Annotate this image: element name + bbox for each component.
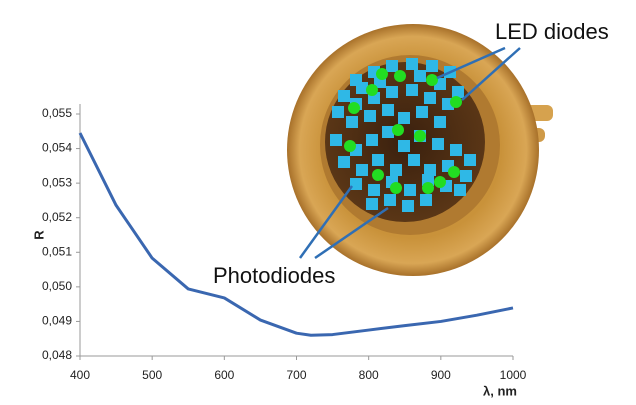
led-diode: [394, 70, 406, 82]
photodiode: [398, 112, 410, 124]
annotation: LED diodes: [495, 19, 609, 44]
photodiode: [384, 194, 396, 206]
photodiode: [424, 92, 436, 104]
photodiode: [406, 84, 418, 96]
photodiode: [338, 90, 350, 102]
photodiode: [368, 184, 380, 196]
photodiode: [386, 86, 398, 98]
photodiode: [366, 198, 378, 210]
x-tick-label: 700: [286, 368, 306, 382]
annotation: Photodiodes: [213, 263, 335, 288]
led-diode: [344, 140, 356, 152]
x-tick-label: 400: [70, 368, 90, 382]
x-axis-label: λ, nm: [483, 383, 517, 398]
photodiode: [356, 82, 368, 94]
photodiode: [372, 154, 384, 166]
y-tick-label: 0,048: [42, 348, 72, 362]
led-diode: [392, 124, 404, 136]
y-tick-label: 0,053: [42, 175, 72, 189]
chart: 0,048 0,049 0,050 0,051 0,052 0,053 0,054 0,055…: [0, 0, 636, 405]
sensor-photo: [287, 24, 553, 276]
y-tick-label: 0,051: [42, 244, 72, 258]
photodiode: [346, 116, 358, 128]
y-axis-label: R: [31, 230, 46, 240]
photodiode: [432, 138, 444, 150]
photodiode: [402, 200, 414, 212]
led-diode: [348, 102, 360, 114]
photodiode: [416, 106, 428, 118]
led-diode: [422, 182, 434, 194]
photodiode: [460, 170, 472, 182]
x-tick-label: 900: [431, 368, 451, 382]
y-tick-label: 0,049: [42, 314, 72, 328]
photodiode: [450, 144, 462, 156]
photodiode: [382, 126, 394, 138]
photodiode: [390, 164, 402, 176]
photodiode: [404, 184, 416, 196]
led-diode: [366, 84, 378, 96]
photodiode: [356, 164, 368, 176]
photodiode: [464, 154, 476, 166]
photodiode: [406, 58, 418, 70]
y-tick-label: 0,050: [42, 279, 72, 293]
led-diode: [434, 176, 446, 188]
y-tick-label: 0,052: [42, 210, 72, 224]
led-diode: [390, 182, 402, 194]
led-diode: [372, 169, 384, 181]
photodiode: [364, 110, 376, 122]
x-tick-label: 1000: [500, 368, 527, 382]
x-tick-label: 500: [142, 368, 162, 382]
led-diode: [450, 96, 462, 108]
photodiode: [398, 140, 410, 152]
photodiode: [420, 194, 432, 206]
photodiode: [338, 156, 350, 168]
x-tick-label: 600: [214, 368, 234, 382]
photodiode: [386, 60, 398, 72]
photodiode: [454, 184, 466, 196]
y-tick-label: 0,054: [42, 141, 72, 155]
y-tick-label: 0,055: [42, 106, 72, 120]
led-diode: [448, 166, 460, 178]
led-diode: [376, 68, 388, 80]
photodiode: [332, 106, 344, 118]
photodiode: [330, 134, 342, 146]
led-diode: [414, 130, 426, 142]
photodiode: [426, 60, 438, 72]
photodiode: [434, 116, 446, 128]
photodiode: [414, 70, 426, 82]
photodiode: [452, 86, 464, 98]
x-tick-label: 800: [359, 368, 379, 382]
photodiode: [408, 154, 420, 166]
photodiode: [382, 104, 394, 116]
photodiode: [366, 134, 378, 146]
led-diode: [426, 74, 438, 86]
